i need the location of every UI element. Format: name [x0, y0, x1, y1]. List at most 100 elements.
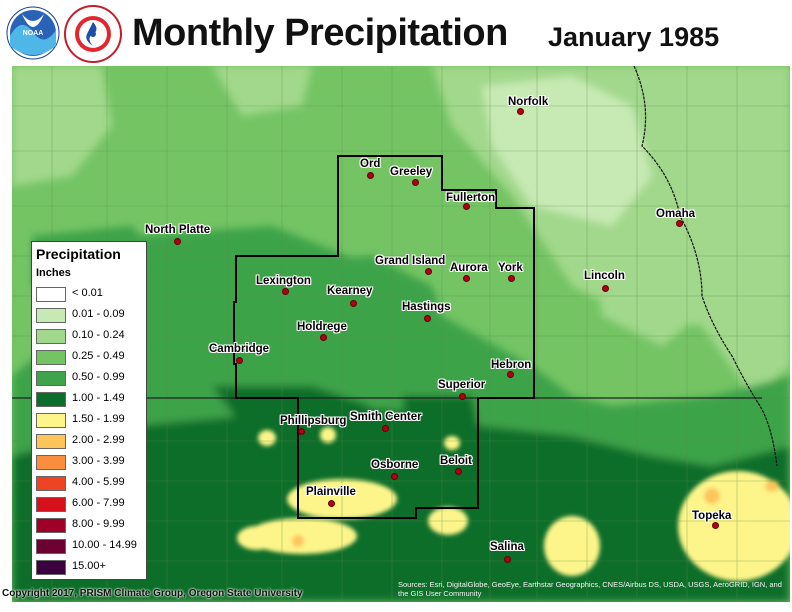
legend-swatch	[36, 497, 66, 512]
legend-label: 6.00 - 7.99	[72, 497, 125, 509]
city-label-topeka: Topeka	[692, 510, 732, 522]
city-label-york: York	[498, 262, 523, 274]
legend-swatch	[36, 329, 66, 344]
legend-swatch	[36, 518, 66, 533]
city-marker	[507, 371, 514, 378]
city-label-smith-center: Smith Center	[350, 411, 422, 423]
legend-label: 8.00 - 9.99	[72, 518, 125, 530]
legend-swatch	[36, 308, 66, 323]
city-marker	[602, 285, 609, 292]
legend-swatch	[36, 455, 66, 470]
legend-label: < 0.01	[72, 287, 103, 299]
legend-item: 10.00 - 14.99	[36, 539, 144, 554]
city-marker	[320, 334, 327, 341]
legend-item: 0.50 - 0.99	[36, 371, 144, 386]
city-marker	[350, 300, 357, 307]
city-label-fullerton: Fullerton	[446, 192, 496, 204]
city-label-holdrege: Holdrege	[297, 321, 347, 333]
legend-item: 0.25 - 0.49	[36, 350, 144, 365]
city-marker	[391, 473, 398, 480]
city-marker	[712, 522, 719, 529]
legend: Precipitation Inches < 0.01 0.01 - 0.09 …	[31, 241, 147, 580]
legend-item: 6.00 - 7.99	[36, 497, 144, 512]
legend-label: 0.01 - 0.09	[72, 308, 125, 320]
city-marker	[504, 556, 511, 563]
city-marker	[382, 425, 389, 432]
city-marker	[367, 172, 374, 179]
legend-item: 0.01 - 0.09	[36, 308, 144, 323]
city-marker	[412, 179, 419, 186]
city-marker	[424, 315, 431, 322]
city-label-lincoln: Lincoln	[584, 270, 625, 282]
legend-swatch	[36, 371, 66, 386]
copyright-text: Copyright 2017, PRISM Climate Group, Ore…	[2, 588, 303, 599]
legend-label: 0.50 - 0.99	[72, 371, 125, 383]
legend-label: 2.00 - 2.99	[72, 434, 125, 446]
precip-zones	[12, 66, 790, 602]
city-label-hastings: Hastings	[402, 301, 451, 313]
legend-item: 15.00+	[36, 560, 144, 575]
legend-item: 1.50 - 1.99	[36, 413, 144, 428]
city-marker	[328, 500, 335, 507]
city-marker	[459, 393, 466, 400]
legend-label: 15.00+	[72, 560, 106, 572]
legend-label: 3.00 - 3.99	[72, 455, 125, 467]
map-date: January 1985	[548, 22, 720, 52]
cwa-outline	[233, 155, 535, 519]
city-label-osborne: Osborne	[371, 459, 419, 471]
legend-swatch	[36, 413, 66, 428]
legend-label: 4.00 - 5.99	[72, 476, 125, 488]
precipitation-map[interactable]	[12, 66, 790, 602]
page-title: Monthly Precipitation	[132, 12, 508, 54]
legend-item: 2.00 - 2.99	[36, 434, 144, 449]
city-label-omaha: Omaha	[656, 208, 695, 220]
legend-swatch	[36, 434, 66, 449]
legend-swatch	[36, 476, 66, 491]
legend-label: 10.00 - 14.99	[72, 539, 137, 551]
city-marker	[508, 275, 515, 282]
city-label-greeley: Greeley	[390, 166, 433, 178]
city-marker	[676, 220, 683, 227]
legend-label: 1.00 - 1.49	[72, 392, 125, 404]
precip-wet-spots	[237, 427, 790, 581]
legend-title: Precipitation	[36, 246, 121, 262]
legend-swatch	[36, 287, 66, 302]
city-label-superior: Superior	[438, 379, 486, 391]
map-attribution: Sources: Esri, DigitalGlobe, GeoEye, Ear…	[398, 580, 782, 598]
legend-item: 0.10 - 0.24	[36, 329, 144, 344]
legend-units: Inches	[36, 267, 71, 279]
river-border	[633, 66, 778, 467]
nws-logo	[64, 5, 122, 63]
legend-label: 0.25 - 0.49	[72, 350, 125, 362]
city-marker	[298, 428, 305, 435]
legend-swatch	[36, 539, 66, 554]
legend-item: < 0.01	[36, 287, 144, 302]
city-marker	[455, 468, 462, 475]
legend-item: 3.00 - 3.99	[36, 455, 144, 470]
city-label-ord: Ord	[360, 158, 381, 170]
city-label-plainville: Plainville	[306, 486, 356, 498]
city-marker	[517, 108, 524, 115]
city-label-norfolk: Norfolk	[508, 96, 549, 108]
legend-label: 0.10 - 0.24	[72, 329, 125, 341]
city-marker	[282, 288, 289, 295]
city-label-grand-island: Grand Island	[375, 255, 446, 267]
svg-text:NOAA: NOAA	[23, 30, 44, 37]
noaa-logo: NOAA	[6, 6, 60, 60]
city-label-phillipsburg: Phillipsburg	[280, 415, 347, 427]
city-label-lexington: Lexington	[256, 275, 311, 287]
legend-item: 4.00 - 5.99	[36, 476, 144, 491]
city-label-aurora: Aurora	[450, 262, 488, 274]
city-label-beloit: Beloit	[440, 455, 472, 467]
legend-item: 1.00 - 1.49	[36, 392, 144, 407]
city-marker	[174, 238, 181, 245]
city-marker	[236, 357, 243, 364]
legend-label: 1.50 - 1.99	[72, 413, 125, 425]
header: NOAA Monthly Precipitation January 1985	[0, 0, 792, 66]
city-marker	[463, 275, 470, 282]
city-label-salina: Salina	[490, 541, 524, 553]
legend-swatch	[36, 392, 66, 407]
legend-item: 8.00 - 9.99	[36, 518, 144, 533]
city-marker	[425, 268, 432, 275]
city-label-hebron: Hebron	[491, 359, 532, 371]
